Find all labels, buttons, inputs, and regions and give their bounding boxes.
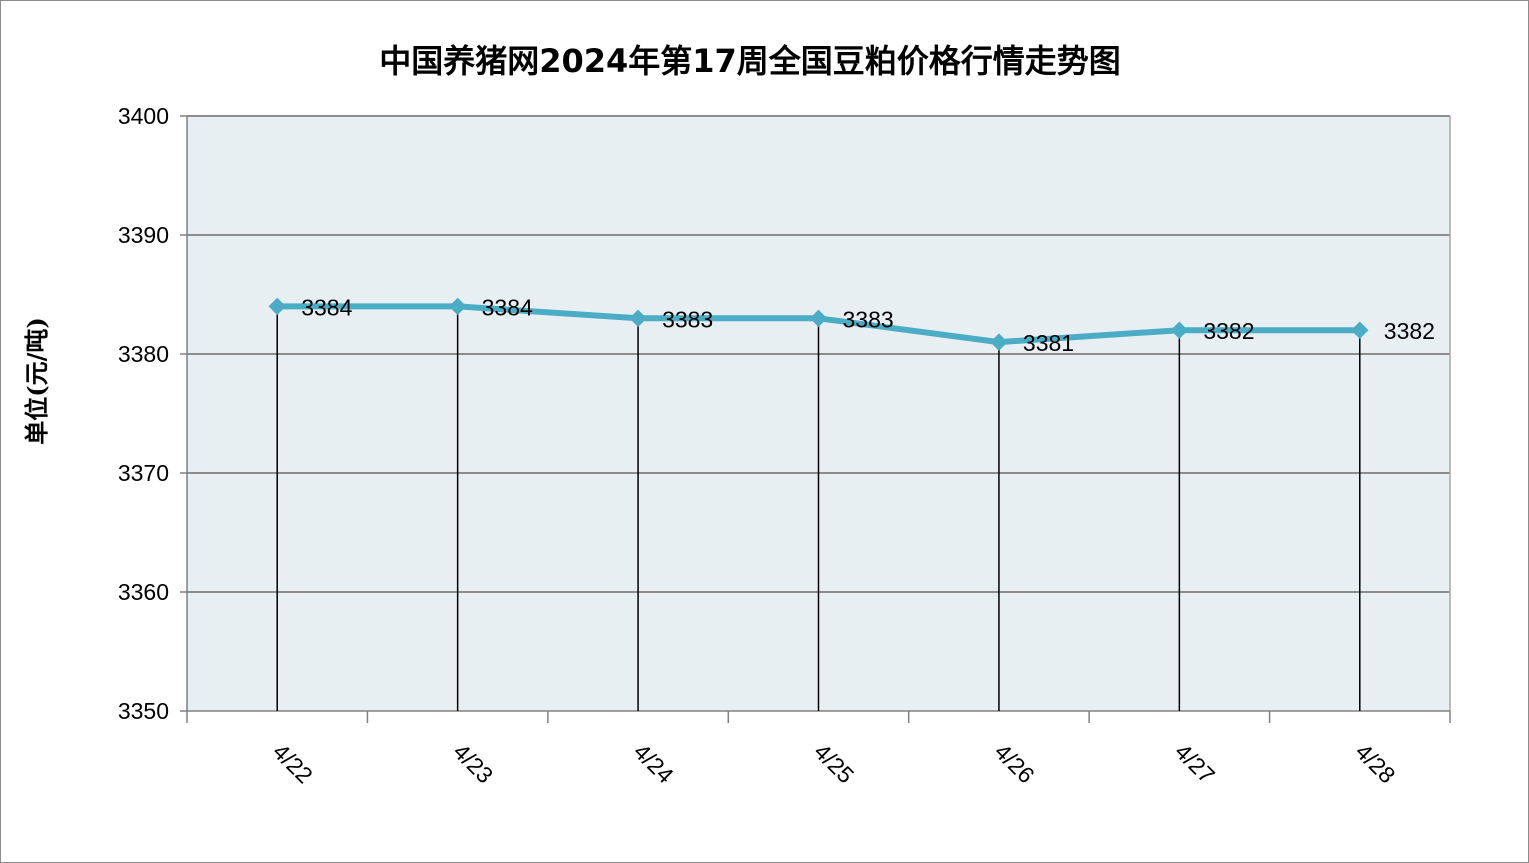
x-tick-label: 4/24 (629, 738, 679, 788)
data-point-marker (629, 309, 647, 328)
data-point-marker (448, 297, 467, 316)
y-tick-label: 3390 (118, 222, 169, 248)
x-tick-label: 4/22 (268, 738, 318, 788)
x-tick-label: 4/25 (809, 738, 859, 788)
data-point-marker (809, 309, 828, 328)
data-label: 3383 (843, 306, 894, 332)
data-label: 3382 (1384, 318, 1435, 344)
y-tick-label: 3350 (118, 698, 169, 724)
y-tick-label: 3360 (118, 579, 169, 605)
data-label: 3381 (1023, 330, 1074, 356)
y-axis-label: 单位(元/吨) (22, 317, 51, 444)
data-point-marker (1351, 321, 1369, 339)
x-tick-label: 4/27 (1170, 738, 1220, 788)
data-point-marker (268, 297, 286, 316)
data-point-marker (1170, 321, 1189, 339)
y-tick-label: 3400 (118, 103, 169, 129)
chart-title: 中国养猪网2024年第17周全国豆粕价格行情走势图 (379, 42, 1121, 80)
x-tick-label: 4/26 (990, 738, 1040, 788)
x-tick-label: 4/28 (1350, 738, 1400, 788)
y-tick-label: 3380 (118, 341, 169, 367)
data-label: 3382 (1203, 318, 1254, 344)
drop-lines (276, 306, 1361, 711)
y-tick-label: 3370 (118, 460, 169, 486)
data-label: 3384 (482, 294, 533, 320)
data-label: 3383 (662, 306, 713, 332)
data-point-marker (990, 333, 1008, 351)
x-tick-label: 4/23 (448, 738, 498, 788)
series-layer (268, 297, 1369, 351)
data-label: 3384 (301, 294, 352, 320)
data-labels: 3384 3384 3383 3383 3381 3382 3382 (301, 294, 1435, 356)
